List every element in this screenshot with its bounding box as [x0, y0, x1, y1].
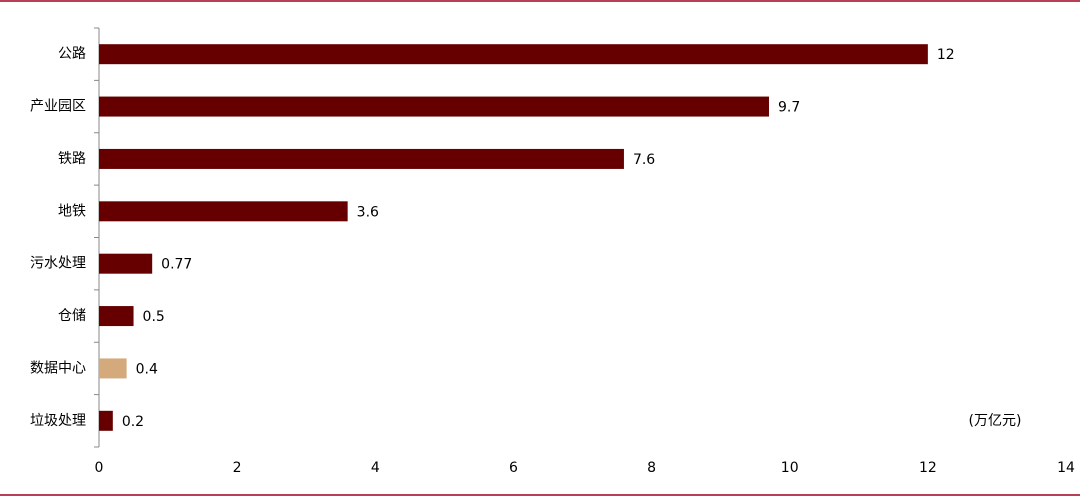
x-tick-label: 12 — [919, 460, 937, 476]
y-tick-label: 地铁 — [58, 203, 86, 219]
value-label: 0.5 — [143, 309, 165, 325]
bar — [99, 201, 348, 222]
unit-label: (万亿元) — [969, 413, 1022, 429]
bar — [99, 44, 928, 65]
x-tick-label: 0 — [95, 460, 104, 476]
x-tick-label: 8 — [647, 460, 656, 476]
bar — [99, 253, 153, 274]
value-label: 0.4 — [136, 361, 158, 377]
bar — [99, 358, 127, 379]
bar — [99, 96, 769, 117]
value-label: 0.2 — [122, 414, 144, 430]
y-tick-label: 仓储 — [58, 308, 86, 324]
value-label: 9.7 — [778, 100, 800, 116]
y-tick-label: 铁路 — [58, 151, 86, 167]
x-tick-label: 2 — [233, 460, 242, 476]
bar — [99, 148, 624, 169]
x-tick-label: 14 — [1057, 460, 1075, 476]
value-label: 12 — [937, 47, 955, 63]
y-tick-label: 污水处理 — [30, 256, 86, 272]
x-tick-label: 6 — [509, 460, 518, 476]
value-label: 0.77 — [161, 257, 192, 273]
x-tick-label: 4 — [371, 460, 380, 476]
y-tick-label: 公路 — [58, 46, 86, 62]
x-tick-label: 10 — [781, 460, 799, 476]
y-tick-label: 产业园区 — [30, 99, 86, 115]
bar — [99, 410, 113, 431]
value-label: 7.6 — [633, 152, 655, 168]
value-label: 3.6 — [357, 204, 379, 220]
bar — [99, 306, 134, 327]
y-tick-label: 垃圾处理 — [30, 413, 86, 429]
y-tick-label: 数据中心 — [30, 360, 86, 376]
